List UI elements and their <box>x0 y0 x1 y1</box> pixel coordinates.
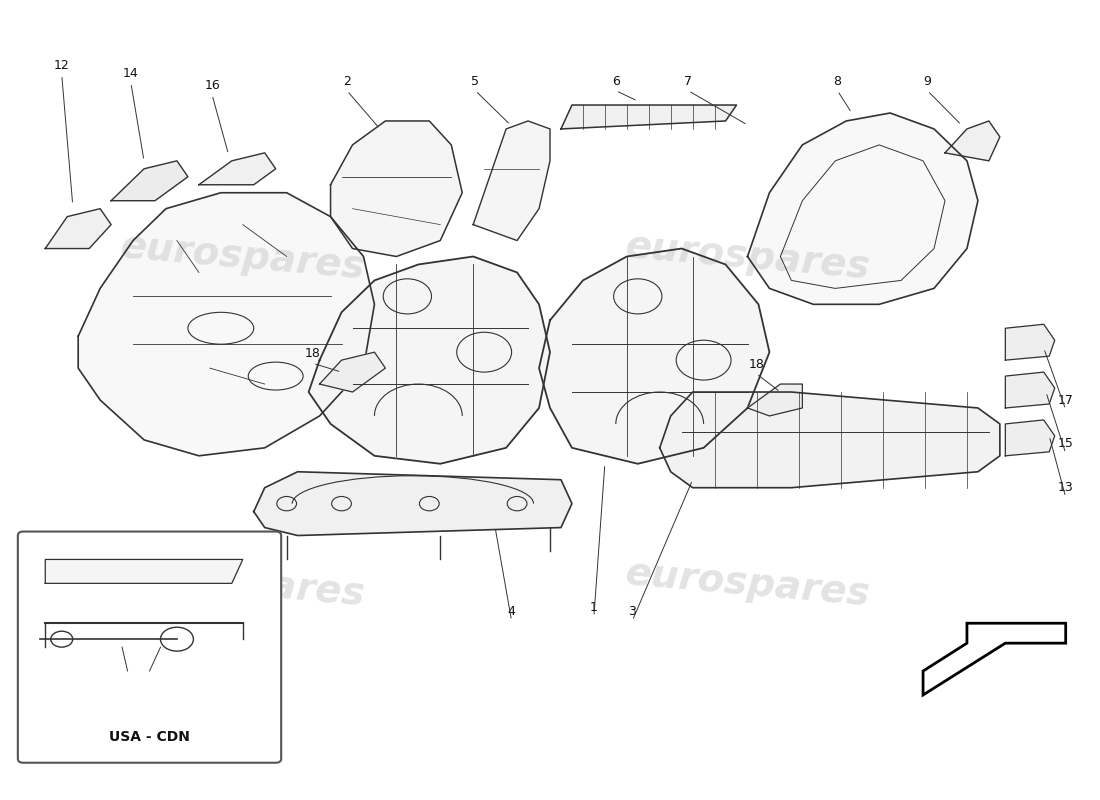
Text: 17: 17 <box>1058 394 1074 406</box>
Text: USA - CDN: USA - CDN <box>109 730 190 744</box>
Polygon shape <box>199 153 276 185</box>
Text: 7: 7 <box>684 74 692 88</box>
Text: eurospares: eurospares <box>624 227 871 286</box>
Text: 11: 11 <box>112 677 128 690</box>
Polygon shape <box>320 352 385 392</box>
Text: eurospares: eurospares <box>119 554 366 613</box>
Text: 18: 18 <box>748 358 764 370</box>
Polygon shape <box>78 193 374 456</box>
Text: eurospares: eurospares <box>119 227 366 286</box>
Polygon shape <box>748 113 978 304</box>
Polygon shape <box>748 384 802 416</box>
Polygon shape <box>945 121 1000 161</box>
Text: 1: 1 <box>590 601 597 614</box>
Polygon shape <box>254 472 572 535</box>
Text: 8: 8 <box>834 74 842 88</box>
Polygon shape <box>539 249 769 464</box>
Text: 5: 5 <box>472 74 480 88</box>
Polygon shape <box>45 209 111 249</box>
Text: 10: 10 <box>147 677 163 690</box>
Polygon shape <box>1005 420 1055 456</box>
Polygon shape <box>923 623 1066 695</box>
Polygon shape <box>1005 372 1055 408</box>
Text: 4: 4 <box>508 605 516 618</box>
Polygon shape <box>45 559 243 583</box>
Polygon shape <box>660 392 1000 488</box>
FancyBboxPatch shape <box>18 531 282 762</box>
Text: 15: 15 <box>1058 438 1074 450</box>
Text: 3: 3 <box>628 605 636 618</box>
Polygon shape <box>561 105 737 129</box>
Polygon shape <box>331 121 462 257</box>
Text: 16: 16 <box>205 78 220 91</box>
Text: 13: 13 <box>1058 481 1074 494</box>
Text: 18: 18 <box>305 347 321 360</box>
Text: 9: 9 <box>924 74 932 88</box>
Polygon shape <box>473 121 550 241</box>
Polygon shape <box>1005 324 1055 360</box>
Text: 14: 14 <box>123 66 139 80</box>
Text: eurospares: eurospares <box>624 554 871 613</box>
Text: 2: 2 <box>343 74 351 88</box>
Text: 6: 6 <box>612 74 619 88</box>
Polygon shape <box>309 257 550 464</box>
Text: 12: 12 <box>54 58 69 72</box>
Polygon shape <box>111 161 188 201</box>
